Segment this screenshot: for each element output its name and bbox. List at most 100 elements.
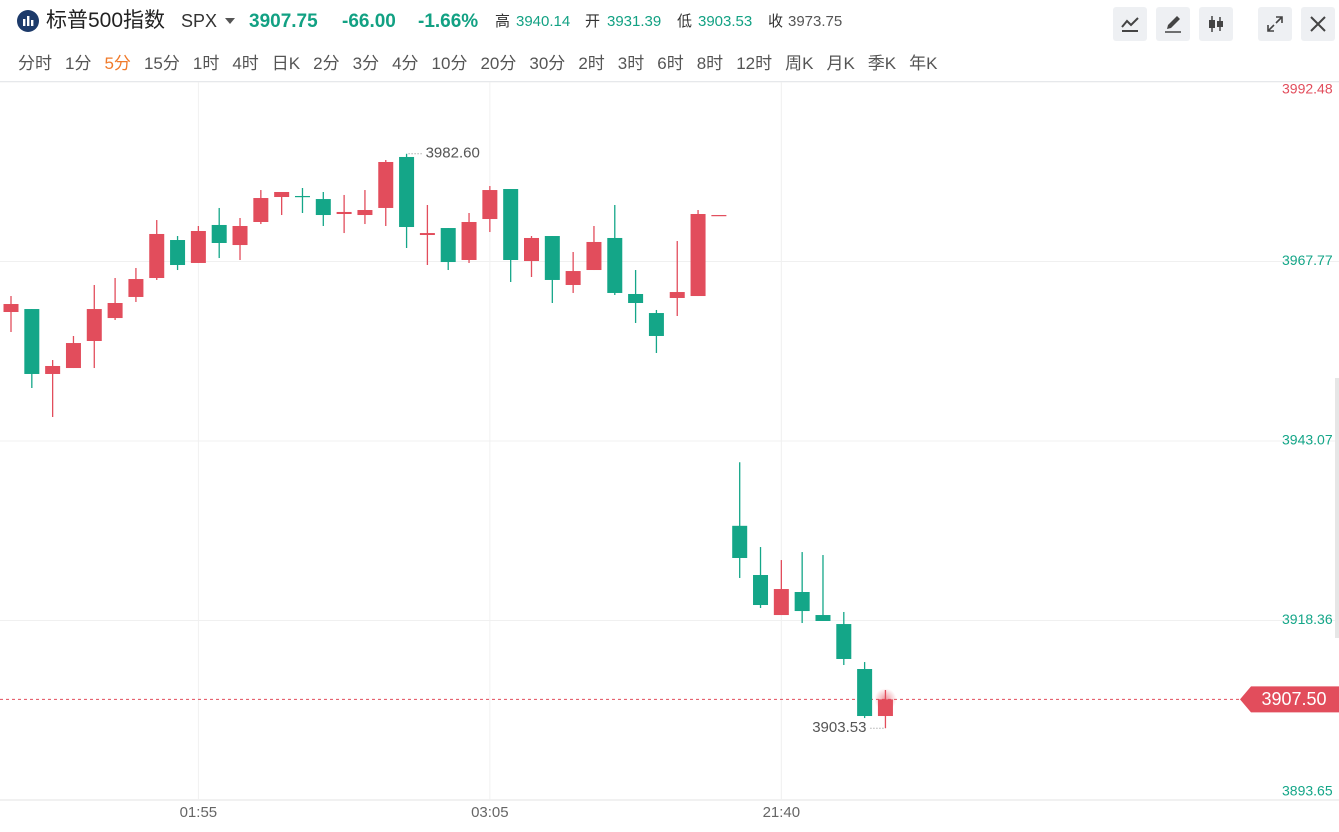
candle-body bbox=[586, 241, 602, 271]
x-tick-label: 03:05 bbox=[471, 804, 509, 821]
candle-body bbox=[544, 236, 560, 280]
candle-body bbox=[65, 343, 81, 369]
candle-body bbox=[86, 309, 102, 341]
y-tick-label: 3967.77 bbox=[1282, 252, 1333, 268]
candle-body bbox=[690, 214, 706, 297]
annotation-label: 3903.53 bbox=[812, 719, 866, 736]
candle-body bbox=[419, 233, 435, 236]
candle-body bbox=[503, 189, 519, 260]
timeframe-tab[interactable]: 10分 bbox=[431, 54, 468, 73]
timeframe-tab[interactable]: 季K bbox=[867, 54, 897, 73]
index-code[interactable]: SPX bbox=[181, 11, 218, 31]
timeframe-tab[interactable]: 4时 bbox=[232, 54, 259, 73]
candle-body bbox=[315, 199, 331, 216]
candle-body bbox=[461, 221, 477, 260]
change: -66.00 bbox=[342, 11, 396, 32]
open-label: 开 bbox=[585, 13, 601, 30]
candle-body bbox=[607, 237, 623, 293]
timeframe-tab[interactable]: 3分 bbox=[352, 54, 380, 73]
candle-body bbox=[128, 279, 144, 297]
header: 标普500指数 SPX 3907.75 -66.00 -1.66% 高 3940… bbox=[0, 0, 1339, 82]
candle-body bbox=[836, 624, 852, 659]
candle-body bbox=[669, 292, 685, 298]
last-price-label: 3907.50 bbox=[1261, 689, 1326, 709]
candle-body bbox=[565, 271, 581, 285]
candle-body bbox=[857, 669, 873, 717]
candle-body bbox=[149, 233, 165, 279]
prev-close-value: 3973.75 bbox=[788, 13, 843, 30]
price: 3907.75 bbox=[249, 11, 318, 32]
dropdown-arrow[interactable] bbox=[225, 18, 235, 24]
candle-body bbox=[628, 293, 644, 304]
timeframe-tab[interactable]: 8时 bbox=[696, 54, 724, 73]
y-tick-label: 3918.36 bbox=[1282, 611, 1333, 627]
fullscreen-button[interactable] bbox=[1258, 7, 1292, 41]
candle-body bbox=[3, 304, 19, 313]
scroll-handle bbox=[1335, 378, 1339, 638]
candle-body bbox=[107, 303, 123, 319]
low-label: 低 bbox=[677, 13, 693, 30]
close-button[interactable] bbox=[1301, 7, 1335, 41]
timeframe-tab[interactable]: 12时 bbox=[736, 54, 773, 73]
timeframe-tab[interactable]: 20分 bbox=[480, 54, 517, 73]
candle-type-button[interactable] bbox=[1199, 7, 1233, 41]
timeframe-tab[interactable]: 年K bbox=[909, 54, 938, 73]
timeframe-tab[interactable]: 2时 bbox=[578, 54, 605, 73]
x-tick-label: 21:40 bbox=[763, 804, 801, 821]
candle-body bbox=[753, 575, 769, 606]
timeframe-tab[interactable]: 分时 bbox=[18, 54, 52, 73]
candle-body bbox=[357, 210, 373, 216]
candle-body bbox=[45, 365, 61, 374]
x-tick-label: 01:55 bbox=[180, 804, 218, 821]
high-label: 高 bbox=[495, 13, 511, 30]
candle-body bbox=[440, 228, 456, 263]
candle-body bbox=[336, 211, 352, 215]
index-name: 标普500指数 bbox=[46, 9, 166, 32]
low-value: 3903.53 bbox=[698, 13, 753, 30]
timeframe-tab[interactable]: 2分 bbox=[313, 54, 340, 73]
timeframe-tab[interactable]: 周K bbox=[785, 54, 814, 73]
candle-body bbox=[794, 592, 810, 612]
candle-body bbox=[648, 313, 664, 336]
chart: 3893.65 3918.36 3943.07 3967.77 3992.48 01:55… bbox=[0, 82, 1339, 821]
timeframe-tab[interactable]: 月K bbox=[826, 54, 855, 73]
candle-body bbox=[190, 231, 206, 263]
close-label: 收 bbox=[768, 13, 784, 30]
candle-body bbox=[524, 237, 539, 262]
candle-body bbox=[24, 309, 40, 374]
last-price-tag bbox=[1240, 686, 1339, 713]
timeframe-tab[interactable]: 日K bbox=[271, 54, 301, 73]
candle-body bbox=[482, 190, 498, 220]
candle-body bbox=[274, 191, 290, 198]
candle-body bbox=[232, 225, 248, 246]
logo-icon bbox=[17, 10, 39, 32]
high-value: 3940.14 bbox=[516, 13, 571, 30]
y-tick-label: 3992.48 bbox=[1282, 82, 1333, 97]
candle-body bbox=[815, 615, 831, 621]
timeframe-tab[interactable]: 3时 bbox=[617, 54, 645, 73]
timeframe-tab[interactable]: 1时 bbox=[192, 54, 220, 73]
timeframe-tabs: 分时 1分 5分 15分 1时 4时 日K 2分 3分 4分 10分 20分 30分 2时 3时 6时 8时 12… bbox=[18, 49, 950, 74]
timeframe-tab[interactable]: 6时 bbox=[657, 54, 684, 73]
candle-body bbox=[170, 240, 186, 266]
indicator-button[interactable] bbox=[1113, 7, 1147, 41]
annotation-label: 3982.60 bbox=[426, 145, 480, 162]
candle-body bbox=[732, 525, 748, 559]
candle-body bbox=[211, 224, 227, 243]
candle-body bbox=[711, 215, 727, 217]
candle-body bbox=[378, 161, 394, 208]
timeframe-tab[interactable]: 15分 bbox=[143, 54, 180, 73]
open-value: 3931.39 bbox=[607, 13, 662, 30]
timeframe-tab[interactable]: 5分 bbox=[104, 54, 131, 73]
draw-button[interactable] bbox=[1156, 7, 1190, 41]
y-tick-label: 3943.07 bbox=[1282, 432, 1333, 448]
candle-body bbox=[773, 589, 789, 616]
timeframe-tab[interactable]: 4分 bbox=[392, 54, 419, 73]
candle-body bbox=[253, 198, 269, 222]
candle-body bbox=[294, 195, 310, 198]
timeframe-tab[interactable]: 30分 bbox=[529, 54, 566, 73]
y-tick-label: 3893.65 bbox=[1282, 783, 1333, 799]
timeframe-tab[interactable]: 1分 bbox=[65, 54, 92, 73]
last-glow bbox=[874, 688, 897, 711]
